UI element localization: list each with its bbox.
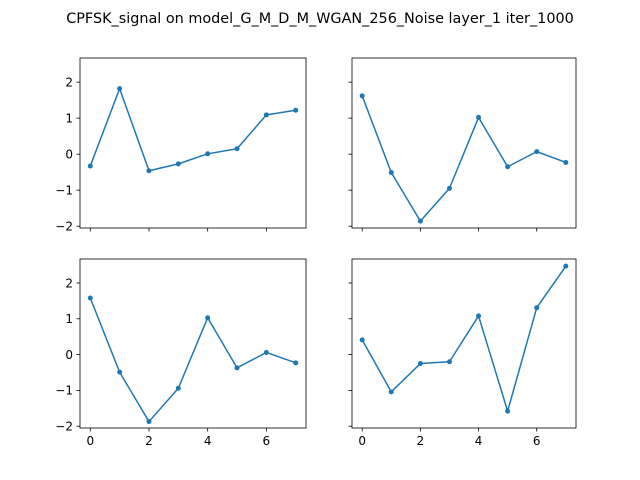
x-tick-label: 6 bbox=[533, 434, 541, 448]
y-tick-label: 2 bbox=[65, 276, 73, 290]
data-point bbox=[359, 93, 365, 99]
y-tick-label: 1 bbox=[65, 312, 73, 326]
x-tick-label: 0 bbox=[358, 434, 366, 448]
series-line bbox=[361, 265, 567, 412]
data-point bbox=[476, 114, 482, 120]
series-line bbox=[89, 297, 297, 423]
data-point bbox=[388, 389, 394, 395]
data-point bbox=[146, 168, 152, 174]
data-point bbox=[175, 161, 181, 167]
data-point bbox=[175, 385, 181, 391]
data-point bbox=[117, 369, 123, 375]
data-point bbox=[293, 360, 299, 366]
data-point bbox=[446, 185, 452, 191]
data-point bbox=[87, 163, 93, 169]
subplot-top-right bbox=[348, 57, 577, 232]
data-point bbox=[417, 361, 423, 367]
x-tick-label: 4 bbox=[475, 434, 483, 448]
x-tick-label: 4 bbox=[204, 434, 212, 448]
axes-frame bbox=[79, 258, 307, 429]
y-tick-label: −1 bbox=[55, 183, 73, 197]
data-point bbox=[417, 218, 423, 224]
axes-frame bbox=[351, 258, 577, 429]
y-tick-label: 2 bbox=[65, 75, 73, 89]
x-tick-label: 2 bbox=[145, 434, 153, 448]
subplot-bottom-left: −2 −1 0 1 2 0 2 4 6 bbox=[55, 258, 307, 448]
data-point bbox=[234, 146, 240, 152]
subplot-top-left: −2 −1 0 1 2 bbox=[55, 57, 307, 233]
data-point bbox=[263, 112, 269, 118]
y-tick-label: −1 bbox=[55, 384, 73, 398]
y-tick-label: 0 bbox=[65, 147, 73, 161]
subplot-bottom-right: 0 2 4 6 bbox=[348, 258, 577, 448]
y-tick-label: 1 bbox=[65, 111, 73, 125]
data-point bbox=[505, 164, 511, 170]
subplot-grid: −2 −1 0 1 2 −2 −1 0 1 2 0 2 4 6 0 2 4 6 bbox=[55, 57, 577, 448]
data-point bbox=[534, 305, 540, 311]
data-point bbox=[234, 365, 240, 371]
data-point bbox=[359, 337, 365, 343]
series-line bbox=[89, 87, 297, 172]
data-point bbox=[476, 313, 482, 319]
axes-frame bbox=[79, 57, 307, 229]
data-point bbox=[293, 107, 299, 113]
x-tick-label: 2 bbox=[417, 434, 425, 448]
data-point bbox=[87, 295, 93, 301]
axes-frame bbox=[351, 57, 577, 229]
x-tick-label: 6 bbox=[263, 434, 271, 448]
y-tick-label: 0 bbox=[65, 348, 73, 362]
data-point bbox=[563, 159, 569, 165]
series-line bbox=[361, 95, 567, 222]
data-point bbox=[117, 86, 123, 92]
data-point bbox=[263, 349, 269, 355]
y-tick-label: −2 bbox=[55, 219, 73, 233]
data-point bbox=[563, 263, 569, 269]
data-point bbox=[146, 419, 152, 425]
x-tick-label: 0 bbox=[86, 434, 94, 448]
data-point bbox=[446, 359, 452, 365]
data-point bbox=[205, 315, 211, 321]
data-point bbox=[505, 408, 511, 414]
data-point bbox=[534, 149, 540, 155]
y-tick-label: −2 bbox=[55, 420, 73, 434]
data-point bbox=[388, 170, 394, 176]
figure-title: CPFSK_signal on model_G_M_D_M_WGAN_256_N… bbox=[66, 11, 574, 27]
data-point bbox=[205, 151, 211, 157]
